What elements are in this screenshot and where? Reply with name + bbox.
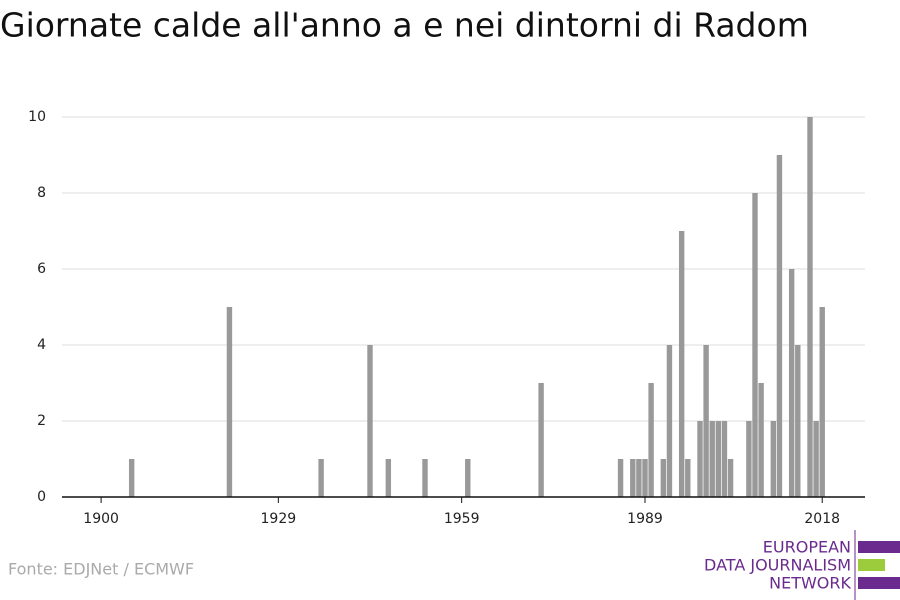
x-tick-label: 1900 <box>83 511 119 527</box>
bar <box>703 345 709 497</box>
bar <box>795 345 801 497</box>
logo-bar <box>858 559 885 571</box>
logo-text: NETWORK <box>769 574 851 593</box>
logo-text: DATA JOURNALISM <box>704 556 851 575</box>
x-tick-label: 1989 <box>627 511 663 527</box>
bar <box>813 421 819 497</box>
bar <box>697 421 703 497</box>
bar <box>630 459 636 497</box>
bar <box>752 193 758 497</box>
logo-bar <box>858 541 900 553</box>
bar <box>807 117 813 497</box>
y-tick-label: 4 <box>37 337 46 353</box>
bar <box>128 459 135 497</box>
bar <box>685 459 691 497</box>
bar <box>422 459 428 497</box>
source: Fonte: EDJNet / ECMWF <box>8 560 194 579</box>
bar <box>226 307 233 497</box>
bar <box>660 459 667 497</box>
bar <box>636 459 642 497</box>
y-tick-label: 2 <box>37 413 46 429</box>
bar <box>776 155 783 497</box>
y-tick-label: 0 <box>37 489 46 505</box>
bar <box>648 383 654 497</box>
x-tick-label: 1959 <box>444 511 480 527</box>
bar <box>642 459 648 497</box>
bar <box>788 269 795 497</box>
logo-text: EUROPEAN <box>763 538 851 557</box>
y-tick-label: 6 <box>37 261 46 277</box>
y-tick-label: 8 <box>37 185 46 201</box>
bar <box>758 383 764 497</box>
bar <box>367 345 373 497</box>
bar <box>617 459 624 497</box>
bar <box>538 383 544 497</box>
x-tick-label: 2018 <box>804 511 840 527</box>
x-tick-label: 1929 <box>261 511 297 527</box>
bar <box>819 307 825 497</box>
bar <box>727 459 734 497</box>
bar <box>709 421 715 497</box>
bar <box>746 421 752 497</box>
bar <box>721 421 728 497</box>
chart-title: Giornate calde all'anno a e nei dintorni… <box>0 6 809 45</box>
bar <box>770 421 777 497</box>
bar <box>318 459 324 497</box>
bar <box>678 231 685 497</box>
logo-bar <box>858 577 900 589</box>
bar <box>385 459 392 497</box>
bar <box>465 459 471 497</box>
bar <box>666 345 673 497</box>
y-tick-label: 10 <box>28 109 46 125</box>
bar <box>715 421 722 497</box>
